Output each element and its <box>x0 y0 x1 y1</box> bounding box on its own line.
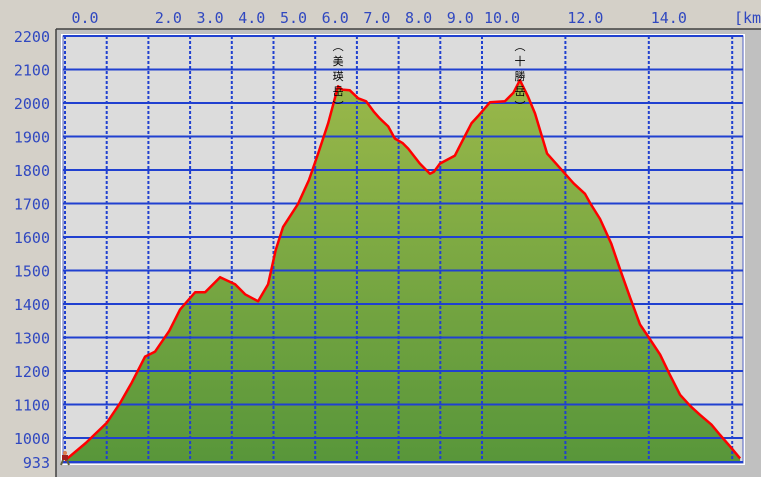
peak-label: ︵ 美瑛岳 ︶ <box>333 40 344 113</box>
elevation-line <box>64 78 742 462</box>
peak-label-char: 美 <box>333 55 344 68</box>
y-tick-label: 1300 <box>14 330 50 348</box>
y-tick-label: 1600 <box>14 229 50 247</box>
x-tick-label: 12.0 <box>567 9 603 27</box>
x-tick-label: 5.0 <box>280 9 307 27</box>
hiker-body <box>62 455 68 460</box>
x-tick-label: 7.0 <box>363 9 390 27</box>
peak-label-char: ︶ <box>514 100 525 113</box>
elevation-area <box>65 80 741 463</box>
peak-label-char: 岳 <box>514 85 525 98</box>
peak-label-char: ︵ <box>333 40 344 53</box>
x-unit-label: [km] <box>734 9 761 27</box>
y-tick-label: 2100 <box>14 62 50 80</box>
x-tick-label: 3.0 <box>197 9 224 27</box>
y-tick-label: 2200 <box>14 28 50 46</box>
x-tick-label: 14.0 <box>651 9 687 27</box>
peak-label-char: 瑛 <box>333 70 344 83</box>
x-tick-label: 9.0 <box>447 9 474 27</box>
hiker-icon <box>60 451 70 466</box>
y-tick-label: 2000 <box>14 95 50 113</box>
y-tick-label: 1200 <box>14 363 50 381</box>
x-tick-label: 8.0 <box>405 9 432 27</box>
peak-label-char: 十 <box>514 54 525 68</box>
x-tick-label: 10.0 <box>484 9 520 27</box>
peak-label-char: ︵ <box>514 40 525 53</box>
hiker-head <box>63 451 67 455</box>
peak-label-char: 勝 <box>514 69 525 83</box>
y-tick-label: 1400 <box>14 296 50 314</box>
y-tick-label: 1900 <box>14 129 50 147</box>
y-tick-label: 1500 <box>14 263 50 281</box>
hiker-legs <box>60 459 70 466</box>
x-tick-label: 6.0 <box>322 9 349 27</box>
x-tick-label: 4.0 <box>238 9 265 27</box>
peak-label: ︵十勝岳 ︶ <box>514 40 525 113</box>
x-tick-label: 2.0 <box>155 9 182 27</box>
y-tick-label: 933 <box>23 454 50 472</box>
x-tick-label: 0.0 <box>71 9 98 27</box>
peak-label-text: ︵十勝岳 ︶ <box>514 40 525 113</box>
peak-label-char: 岳 <box>333 85 344 98</box>
y-tick-label: 1700 <box>14 196 50 214</box>
peak-label-text: ︵ 美瑛岳 ︶ <box>333 40 344 113</box>
y-tick-label: 1100 <box>14 397 50 415</box>
y-tick-label: 1800 <box>14 162 50 180</box>
peak-label-char: ︶ <box>333 100 344 113</box>
y-tick-label: 1000 <box>14 430 50 448</box>
